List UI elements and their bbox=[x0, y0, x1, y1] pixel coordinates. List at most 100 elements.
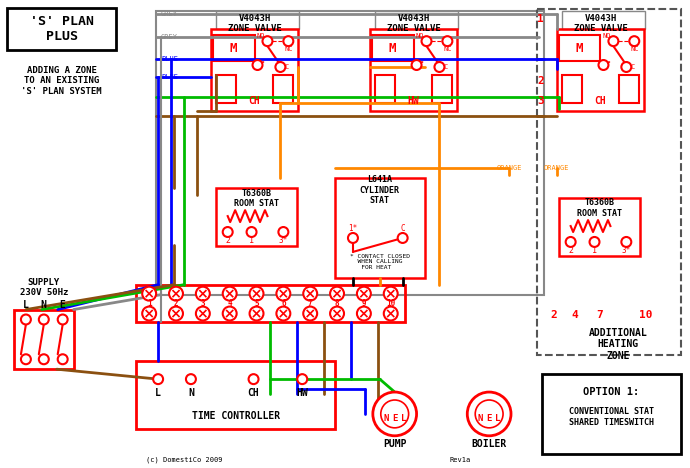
Bar bbox=[211, 29, 298, 111]
Text: 1: 1 bbox=[592, 246, 597, 256]
Text: ORANGE: ORANGE bbox=[544, 165, 569, 171]
Bar bbox=[557, 29, 644, 111]
Text: 1: 1 bbox=[538, 15, 544, 24]
Text: 4: 4 bbox=[571, 309, 578, 320]
Bar bbox=[372, 35, 413, 61]
Circle shape bbox=[397, 233, 408, 243]
Circle shape bbox=[248, 374, 259, 384]
Text: E: E bbox=[392, 414, 397, 424]
Circle shape bbox=[384, 307, 397, 321]
Text: E: E bbox=[60, 300, 66, 309]
Circle shape bbox=[39, 354, 49, 364]
Text: M: M bbox=[230, 42, 237, 55]
Text: N: N bbox=[383, 414, 388, 424]
Circle shape bbox=[629, 36, 639, 46]
Bar bbox=[136, 361, 335, 429]
Text: C: C bbox=[400, 224, 405, 233]
Text: 3*: 3* bbox=[279, 236, 288, 245]
Text: NO: NO bbox=[602, 33, 611, 39]
Circle shape bbox=[348, 233, 358, 243]
Text: NO: NO bbox=[256, 33, 265, 39]
Circle shape bbox=[58, 354, 68, 364]
Text: L641A
CYLINDER
STAT: L641A CYLINDER STAT bbox=[359, 176, 400, 205]
Text: 2: 2 bbox=[551, 309, 557, 320]
Circle shape bbox=[566, 237, 575, 247]
Circle shape bbox=[422, 36, 431, 46]
Circle shape bbox=[142, 287, 156, 300]
Circle shape bbox=[169, 307, 183, 321]
Text: GREY: GREY bbox=[161, 11, 178, 17]
Circle shape bbox=[303, 287, 317, 300]
Text: C: C bbox=[284, 64, 288, 70]
Text: 1: 1 bbox=[249, 236, 254, 245]
Circle shape bbox=[384, 287, 397, 300]
Text: CONVENTIONAL STAT
SHARED TIMESWITCH: CONVENTIONAL STAT SHARED TIMESWITCH bbox=[569, 407, 654, 427]
Text: HW: HW bbox=[408, 96, 420, 106]
Text: 'S' PLAN
PLUS: 'S' PLAN PLUS bbox=[30, 15, 94, 43]
Circle shape bbox=[169, 287, 183, 300]
Text: 4: 4 bbox=[228, 299, 232, 308]
Bar bbox=[335, 178, 424, 278]
Text: NC: NC bbox=[630, 46, 638, 52]
Text: 10: 10 bbox=[640, 309, 653, 320]
Text: CH: CH bbox=[248, 388, 259, 398]
Bar bbox=[14, 309, 74, 369]
Circle shape bbox=[330, 287, 344, 300]
Circle shape bbox=[196, 307, 210, 321]
Text: 2: 2 bbox=[174, 299, 178, 308]
Circle shape bbox=[153, 374, 163, 384]
Bar bbox=[375, 75, 395, 103]
Text: 9: 9 bbox=[362, 299, 366, 308]
Text: OPTION 1:: OPTION 1: bbox=[583, 387, 640, 397]
Circle shape bbox=[246, 227, 257, 237]
Circle shape bbox=[253, 60, 262, 70]
Text: 3: 3 bbox=[538, 96, 544, 106]
Bar bbox=[156, 11, 544, 295]
Circle shape bbox=[21, 314, 31, 324]
Text: 2: 2 bbox=[538, 76, 544, 86]
Text: 1: 1 bbox=[147, 299, 152, 308]
Bar bbox=[559, 198, 640, 256]
Circle shape bbox=[297, 374, 307, 384]
Text: L: L bbox=[23, 300, 29, 309]
Text: 2: 2 bbox=[568, 246, 573, 256]
Circle shape bbox=[223, 307, 237, 321]
Circle shape bbox=[589, 237, 600, 247]
Text: NC: NC bbox=[284, 46, 293, 52]
Circle shape bbox=[609, 36, 618, 46]
Bar bbox=[559, 35, 600, 61]
Text: 2: 2 bbox=[225, 236, 230, 245]
Text: NO: NO bbox=[415, 33, 424, 39]
Text: 6: 6 bbox=[281, 299, 286, 308]
Circle shape bbox=[284, 36, 293, 46]
Text: M: M bbox=[576, 42, 583, 55]
Text: SUPPLY
230V 50Hz: SUPPLY 230V 50Hz bbox=[19, 278, 68, 297]
Text: BOILER: BOILER bbox=[471, 439, 506, 449]
Text: V4043H
ZONE VALVE: V4043H ZONE VALVE bbox=[573, 14, 627, 33]
Circle shape bbox=[277, 307, 290, 321]
Text: (c) DomestiCo 2009: (c) DomestiCo 2009 bbox=[146, 456, 223, 463]
Circle shape bbox=[21, 354, 31, 364]
Circle shape bbox=[373, 392, 417, 436]
Circle shape bbox=[598, 60, 609, 70]
Text: L: L bbox=[401, 414, 406, 424]
Text: M: M bbox=[389, 42, 397, 55]
Text: ORANGE: ORANGE bbox=[496, 165, 522, 171]
Circle shape bbox=[277, 287, 290, 300]
Circle shape bbox=[262, 36, 273, 46]
Circle shape bbox=[223, 227, 233, 237]
Circle shape bbox=[278, 227, 288, 237]
Bar bbox=[375, 11, 458, 29]
Text: 1*: 1* bbox=[348, 224, 357, 233]
Text: 5: 5 bbox=[254, 299, 259, 308]
Circle shape bbox=[467, 392, 511, 436]
Text: CH: CH bbox=[595, 96, 607, 106]
Circle shape bbox=[275, 62, 286, 72]
Text: N: N bbox=[477, 414, 483, 424]
Text: 3: 3 bbox=[201, 299, 205, 308]
Text: HW: HW bbox=[297, 388, 308, 398]
Bar bbox=[273, 75, 293, 103]
Circle shape bbox=[435, 62, 444, 72]
Text: NC: NC bbox=[443, 46, 452, 52]
Text: V4043H
ZONE VALVE: V4043H ZONE VALVE bbox=[386, 14, 440, 33]
